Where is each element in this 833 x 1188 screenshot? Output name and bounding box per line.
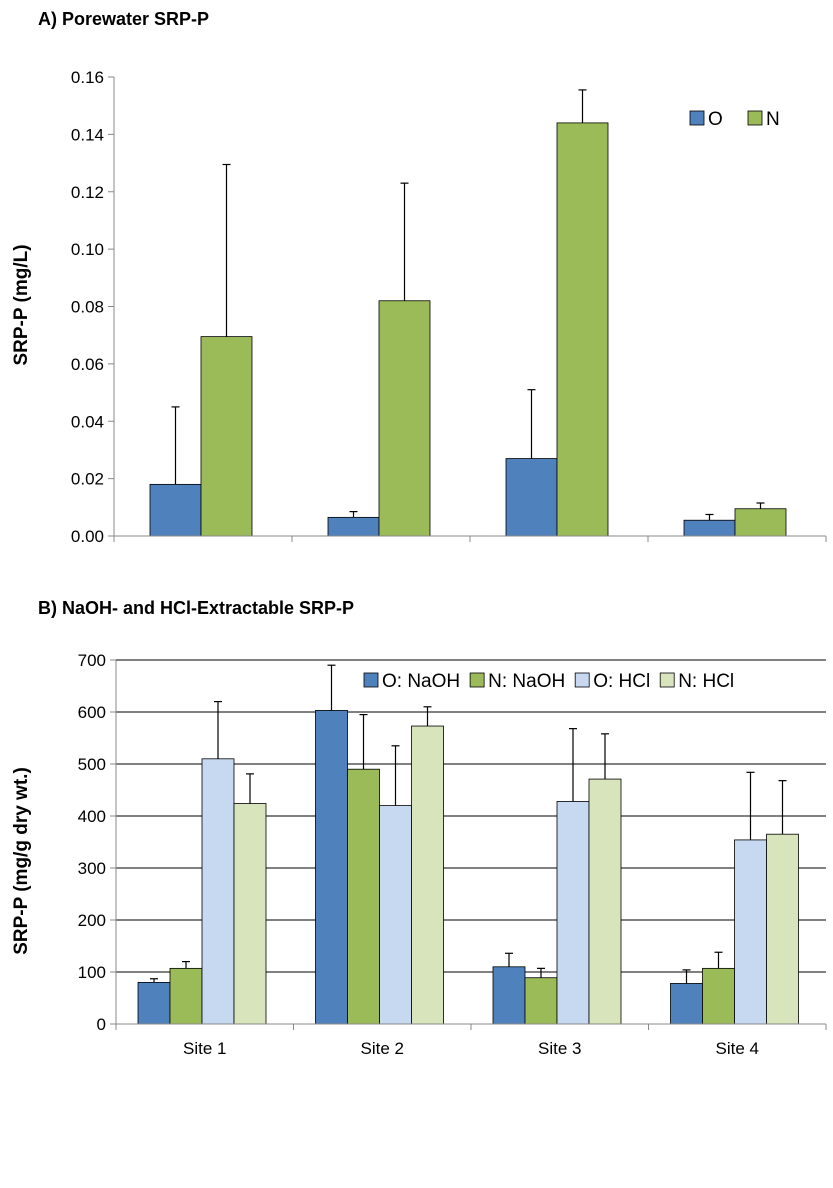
y-tick-label: 0.08 [71,298,104,317]
legend-swatch [659,672,675,688]
y-tick-label: 700 [78,651,106,670]
panel-b-title: B) NaOH- and HCl-Extractable SRP-P [38,598,354,618]
y-tick-label: 0.14 [71,125,104,144]
bar [233,803,267,1025]
bar [766,833,799,1025]
bar [588,778,622,1025]
panel-b-legend: O: NaOH N: NaOH O: HCl N: HCl [363,671,734,692]
bar [200,336,253,537]
legend-swatch [689,110,705,126]
legend-swatch [363,672,379,688]
bar [327,516,380,537]
bar [379,805,412,1025]
y-tick-label: 200 [78,911,106,930]
y-tick-label: 300 [78,859,106,878]
bar [683,519,736,537]
panel-a-y-axis-title: SRP-P (mg/L) [11,244,32,365]
y-tick-label: 0.02 [71,470,104,489]
bar [492,966,526,1025]
bar [378,300,431,537]
legend-label: O: HCl [593,671,650,692]
bar [315,710,348,1025]
bar [734,508,787,537]
bar [556,122,609,537]
legend-swatch [574,672,590,688]
legend-swatch [747,110,763,126]
bar [670,983,703,1025]
bar [347,768,380,1025]
bar [169,967,203,1025]
y-tick-label: 0.00 [71,527,104,546]
bar [505,458,558,537]
panel-a-tick-labels: 0.00 0.02 0.04 0.06 0.08 0.10 0.12 0.14 0.16 [71,68,104,546]
y-tick-label: 500 [78,755,106,774]
bar [702,967,735,1025]
panel-a-chart: A) Porewater SRP-P SRP-P (mg/L) 0.00 0.02… [11,9,827,546]
panel-b-chart: B) NaOH- and HCl-Extractable SRP-P SRP-P… [11,598,827,1058]
panel-a-title: A) Porewater SRP-P [38,9,209,29]
panel-b-tick-labels: 0 100 200 300 400 500 600 700 Site 1 Site 2 Site 3… [78,651,759,1058]
panel-a-axes [108,76,827,542]
y-tick-label: 0 [97,1015,106,1034]
legend-swatch [469,672,485,688]
panel-a-bars [149,89,787,537]
x-tick-label: Site 2 [361,1039,404,1058]
bar [201,758,235,1025]
x-tick-label: Site 1 [183,1039,226,1058]
y-tick-label: 600 [78,703,106,722]
y-tick-label: 0.06 [71,355,104,374]
x-tick-label: Site 4 [716,1039,759,1058]
y-tick-label: 400 [78,807,106,826]
bar [411,725,444,1025]
y-tick-label: 0.04 [71,412,104,431]
legend-label: O: NaOH [382,671,460,692]
legend-label: N: NaOH [488,671,565,692]
y-tick-label: 0.16 [71,68,104,87]
bar [734,839,767,1025]
bar [556,801,590,1025]
y-tick-label: 0.12 [71,183,104,202]
legend-label: O [708,109,723,130]
bar [137,982,171,1025]
bar [524,977,558,1025]
y-tick-label: 100 [78,963,106,982]
bar [149,483,202,537]
legend-label: N [766,109,780,130]
y-tick-label: 0.10 [71,240,104,259]
panel-b-y-axis-title: SRP-P (mg/g dry wt.) [11,767,32,955]
legend-label: N: HCl [678,671,734,692]
panel-b-axes [110,659,827,1030]
x-tick-label: Site 3 [538,1039,581,1058]
panel-b-bars [137,664,799,1025]
